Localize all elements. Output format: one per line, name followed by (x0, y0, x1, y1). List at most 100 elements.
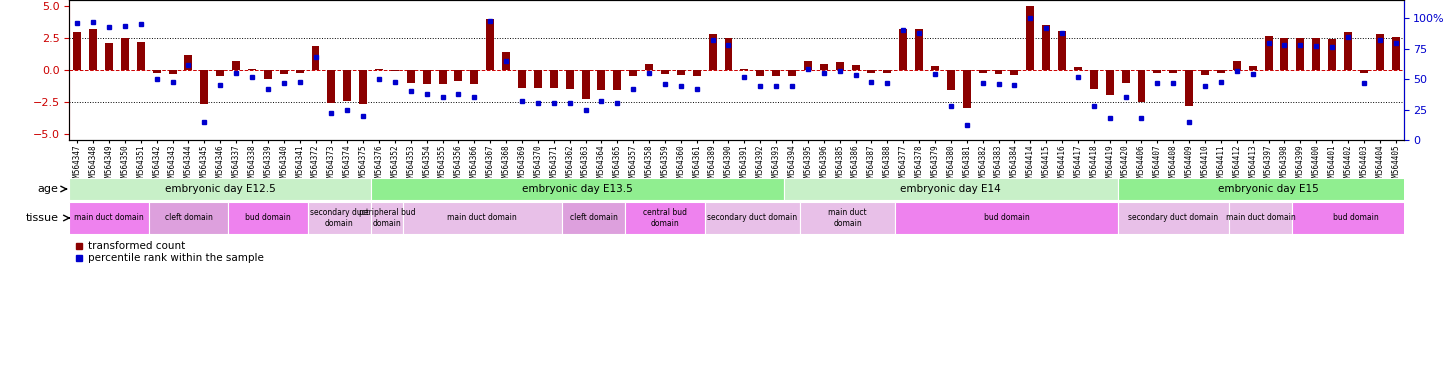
Text: main duct domain: main duct domain (448, 214, 517, 222)
Text: age: age (38, 184, 59, 194)
Text: embryonic day E14: embryonic day E14 (901, 184, 1001, 194)
Text: bud domain: bud domain (983, 214, 1030, 222)
Bar (328, 70, 335, 103)
Bar (149, 202, 228, 234)
Bar (153, 70, 160, 73)
Bar (371, 202, 403, 234)
Bar (264, 70, 271, 79)
Bar (598, 70, 605, 90)
Bar (1138, 70, 1145, 102)
Bar (371, 178, 784, 200)
Bar (1265, 36, 1272, 70)
Bar (1217, 70, 1225, 73)
Bar (1154, 70, 1161, 73)
Bar (963, 70, 970, 108)
Bar (800, 202, 895, 234)
Bar (1376, 34, 1383, 70)
Text: main duct domain: main duct domain (1226, 214, 1295, 222)
Bar (884, 70, 891, 73)
Bar (1186, 70, 1193, 106)
Bar (836, 62, 843, 70)
Text: main duct domain: main duct domain (74, 214, 144, 222)
Bar (1360, 70, 1367, 73)
Bar (947, 70, 954, 90)
Bar (296, 70, 303, 73)
Bar (725, 38, 732, 70)
Bar (995, 70, 1002, 74)
Text: peripheral bud
domain: peripheral bud domain (358, 208, 416, 228)
Bar (562, 202, 625, 234)
Bar (661, 70, 669, 74)
Bar (1122, 70, 1129, 83)
Text: cleft domain: cleft domain (569, 214, 618, 222)
Bar (773, 70, 780, 76)
Bar (868, 70, 875, 73)
Bar (900, 29, 907, 70)
Bar (74, 32, 81, 70)
Bar (979, 70, 986, 73)
Bar (645, 64, 653, 70)
Bar (360, 70, 367, 104)
Bar (518, 70, 526, 88)
Bar (820, 64, 827, 70)
Bar (121, 38, 129, 70)
Bar (804, 61, 812, 70)
Text: tissue: tissue (26, 213, 59, 223)
Bar (630, 70, 637, 76)
Bar (185, 55, 192, 70)
Bar (1118, 202, 1229, 234)
Bar (375, 69, 383, 70)
Bar (852, 65, 859, 70)
Bar (407, 70, 414, 83)
Bar (391, 70, 399, 71)
Bar (1392, 37, 1399, 70)
Bar (1233, 61, 1240, 70)
Bar (1344, 32, 1352, 70)
Bar (1292, 202, 1419, 234)
Bar (471, 70, 478, 84)
Bar (1281, 38, 1288, 70)
Bar (784, 178, 1118, 200)
Bar (1229, 202, 1292, 234)
Bar (232, 61, 240, 70)
Bar (677, 70, 684, 75)
Bar (1201, 70, 1209, 75)
Text: cleft domain: cleft domain (165, 214, 212, 222)
Bar (534, 70, 542, 88)
Bar (1313, 38, 1320, 70)
Bar (1043, 25, 1050, 70)
Bar (503, 52, 510, 70)
Bar (1106, 70, 1113, 96)
Bar (217, 70, 224, 76)
Bar (487, 19, 494, 70)
Bar (1090, 70, 1097, 89)
Bar (741, 69, 748, 70)
Bar (423, 70, 430, 84)
Text: main duct
domain: main duct domain (829, 208, 866, 228)
Bar (228, 202, 308, 234)
Bar (1328, 40, 1336, 70)
Bar (895, 202, 1118, 234)
Bar (582, 70, 589, 99)
Bar (757, 70, 764, 76)
Bar (137, 42, 144, 70)
Bar (69, 178, 371, 200)
Bar (614, 70, 621, 90)
Bar (344, 70, 351, 101)
Text: bud domain: bud domain (1333, 214, 1379, 222)
Bar (550, 70, 557, 88)
Bar (248, 69, 256, 70)
Bar (308, 202, 371, 234)
Bar (931, 66, 939, 70)
Text: central bud
domain: central bud domain (643, 208, 687, 228)
Text: embryonic day E15: embryonic day E15 (1219, 184, 1318, 194)
Bar (1118, 178, 1419, 200)
Bar (201, 70, 208, 104)
Bar (1297, 38, 1304, 70)
Bar (403, 202, 562, 234)
Text: embryonic day E13.5: embryonic day E13.5 (523, 184, 632, 194)
Bar (705, 202, 800, 234)
Bar (693, 70, 700, 76)
Bar (1058, 31, 1066, 70)
Text: secondary duct domain: secondary duct domain (708, 214, 797, 222)
